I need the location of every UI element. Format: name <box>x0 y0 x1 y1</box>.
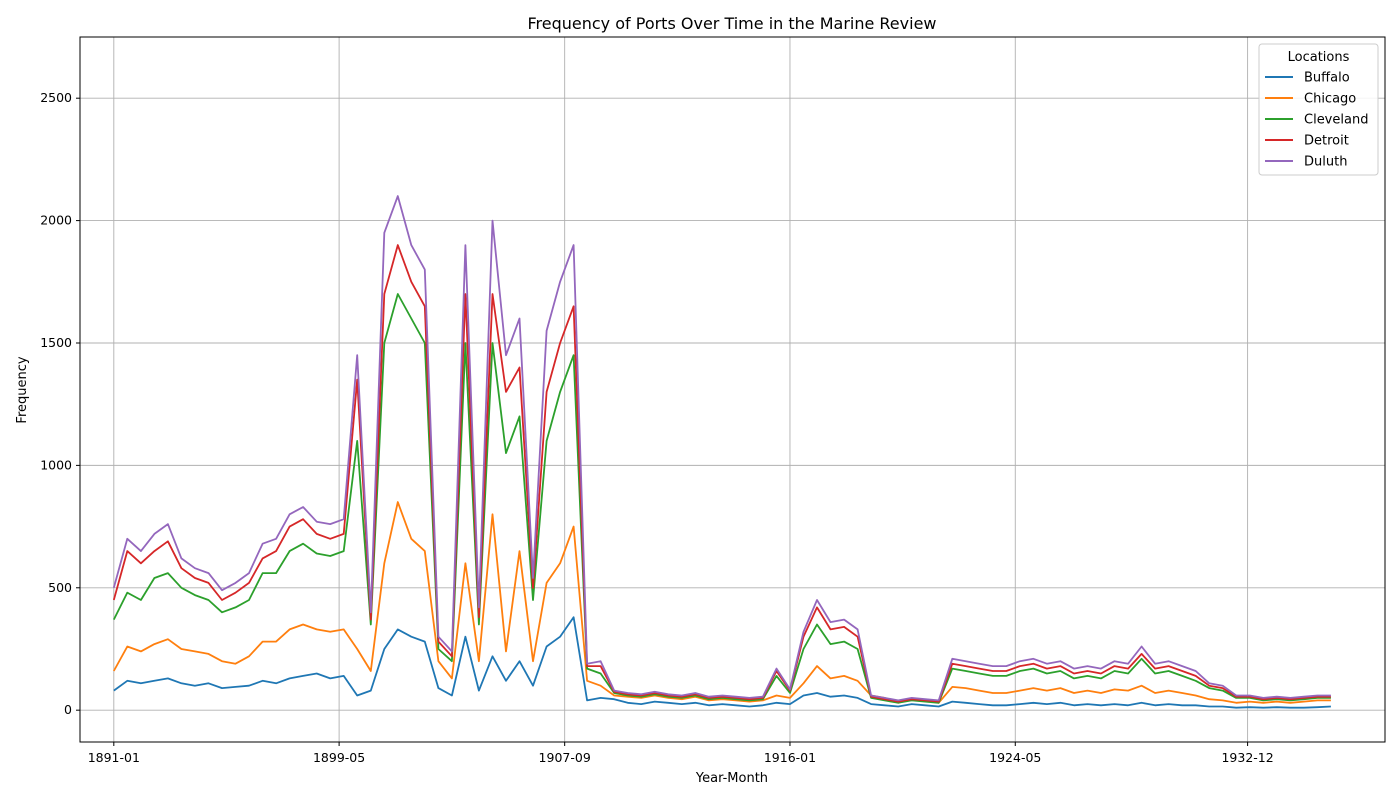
plot-frame <box>79 36 1386 743</box>
x-tick-label: 1891-01 <box>88 750 140 765</box>
y-axis-label: Frequency <box>15 356 30 423</box>
y-tick-label: 2500 <box>40 90 72 105</box>
legend-title: Locations <box>1288 50 1350 65</box>
y-tick-label: 500 <box>48 580 72 595</box>
axis-ticks: 1891-01 1899-05 1907-09 1916-01 1924-05 1932-… <box>40 90 1274 765</box>
legend-label-chicago: Chicago <box>1304 92 1356 107</box>
chart-title: Frequency of Ports Over Time in the Mari… <box>527 14 936 33</box>
legend-label-cleveland: Cleveland <box>1304 113 1368 128</box>
series-line-detroit <box>112 244 1331 703</box>
legend-label-buffalo: Buffalo <box>1304 71 1350 86</box>
y-tick-label: 2000 <box>40 213 72 228</box>
x-axis-label: Year-Month <box>695 771 768 786</box>
x-tick-label: 1924-05 <box>989 750 1041 765</box>
legend-label-detroit: Detroit <box>1304 134 1349 149</box>
legend: Locations Buffalo Chicago Cleveland Detroit… <box>1258 43 1379 176</box>
x-tick-label: 1907-09 <box>539 750 591 765</box>
y-tick-label: 1500 <box>40 335 72 350</box>
series-lines <box>112 195 1331 709</box>
series-line-duluth <box>112 195 1331 702</box>
y-tick-label: 1000 <box>40 457 72 472</box>
y-tick-label: 0 <box>64 702 72 717</box>
grid <box>80 37 1385 742</box>
series-line-chicago <box>113 501 1331 704</box>
x-tick-label: 1916-01 <box>764 750 816 765</box>
legend-label-duluth: Duluth <box>1304 155 1347 170</box>
x-tick-label: 1932-12 <box>1221 750 1273 765</box>
series-line-buffalo <box>113 616 1331 709</box>
series-line-cleveland <box>112 293 1331 704</box>
x-tick-label: 1899-05 <box>313 750 365 765</box>
